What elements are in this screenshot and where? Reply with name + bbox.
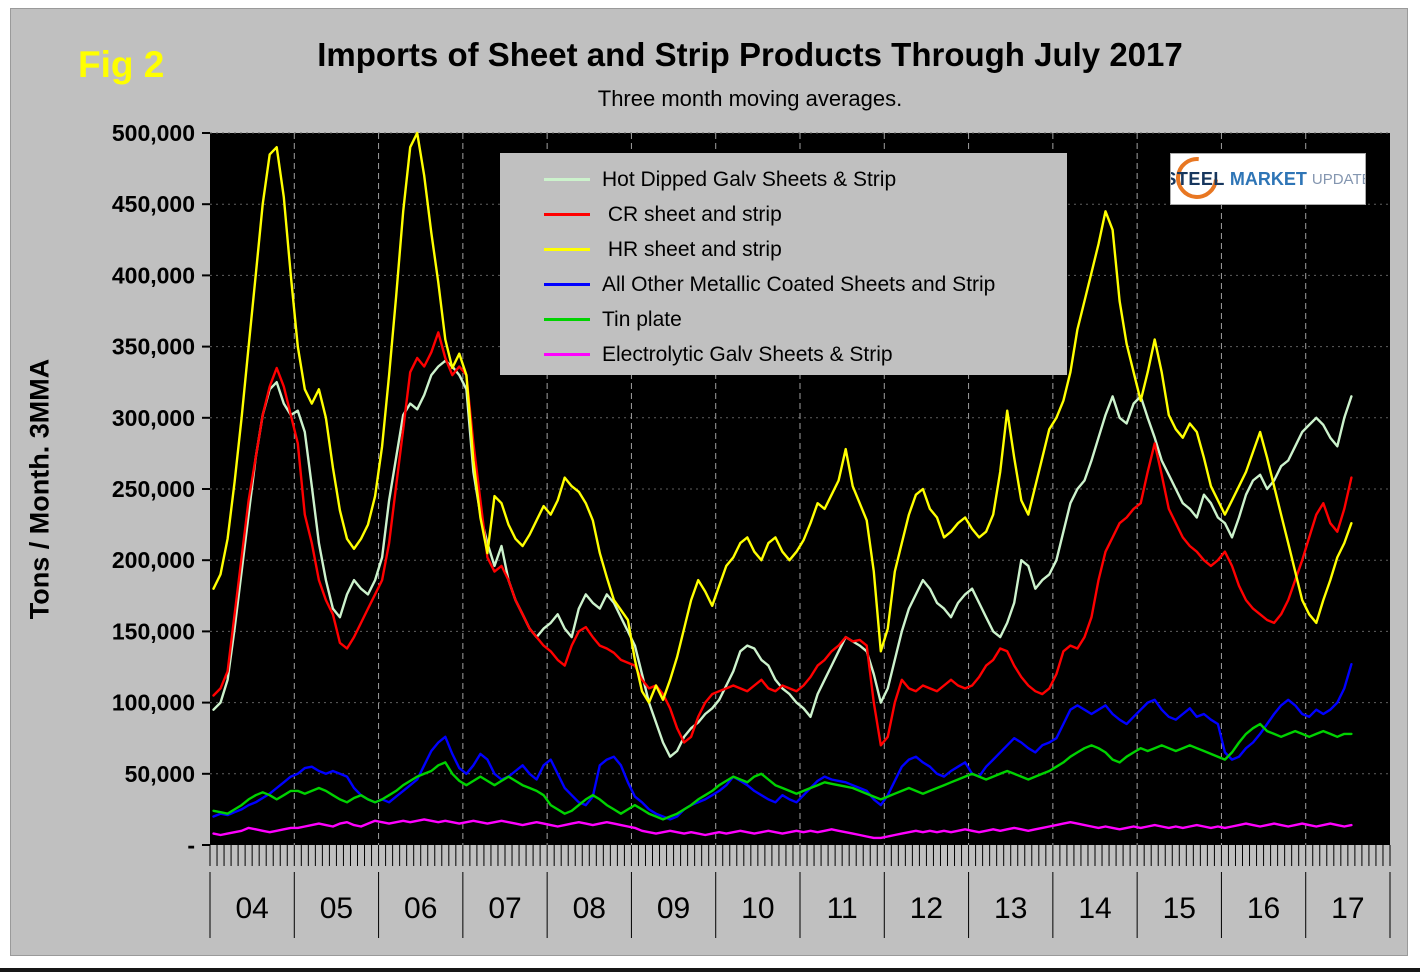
legend-swatch-hr-sheet-strip	[544, 248, 590, 251]
logo-text-market: MARKET	[1229, 168, 1307, 189]
legend-swatch-cr-sheet-strip	[544, 213, 590, 216]
legend-swatch-tin-plate	[544, 318, 590, 321]
legend-label-tin-plate: Tin plate	[602, 307, 682, 331]
figure-label: Fig 2	[78, 44, 165, 85]
legend-item-hr-sheet-strip: HR sheet and strip	[500, 232, 1067, 267]
logo-text-update: UPDATE	[1311, 170, 1366, 188]
chart-subtitle: Three month moving averages.	[597, 86, 903, 111]
smu-logo: STEEL MARKET UPDATE	[1170, 153, 1366, 205]
legend-item-cr-sheet-strip: CR sheet and strip	[500, 197, 1067, 232]
logo-text-steel: STEEL	[1170, 168, 1225, 189]
legend-label-hr-sheet-strip: HR sheet and strip	[602, 237, 782, 261]
chart-title: Imports of Sheet and Strip Products Thro…	[317, 36, 1183, 73]
y-axis-title: Tons / Month. 3MMA	[24, 358, 55, 620]
bottom-border	[0, 968, 1420, 972]
legend-label-hot-dipped-galv: Hot Dipped Galv Sheets & Strip	[602, 167, 897, 191]
legend-item-electrolytic-galv: Electrolytic Galv Sheets & Strip	[500, 337, 1067, 372]
legend: Hot Dipped Galv Sheets & Strip CR sheet …	[500, 153, 1067, 375]
legend-item-tin-plate: Tin plate	[500, 302, 1067, 337]
legend-label-cr-sheet-strip: CR sheet and strip	[602, 202, 782, 226]
legend-label-other-metallic-coated: All Other Metallic Coated Sheets and Str…	[602, 272, 996, 296]
legend-item-other-metallic-coated: All Other Metallic Coated Sheets and Str…	[500, 267, 1067, 302]
legend-swatch-hot-dipped-galv	[544, 178, 590, 181]
legend-label-electrolytic-galv: Electrolytic Galv Sheets & Strip	[602, 342, 893, 366]
chart-surface	[10, 8, 1408, 956]
legend-swatch-electrolytic-galv	[544, 353, 590, 356]
legend-swatch-other-metallic-coated	[544, 283, 590, 286]
legend-item-hot-dipped-galv: Hot Dipped Galv Sheets & Strip	[500, 162, 1067, 197]
